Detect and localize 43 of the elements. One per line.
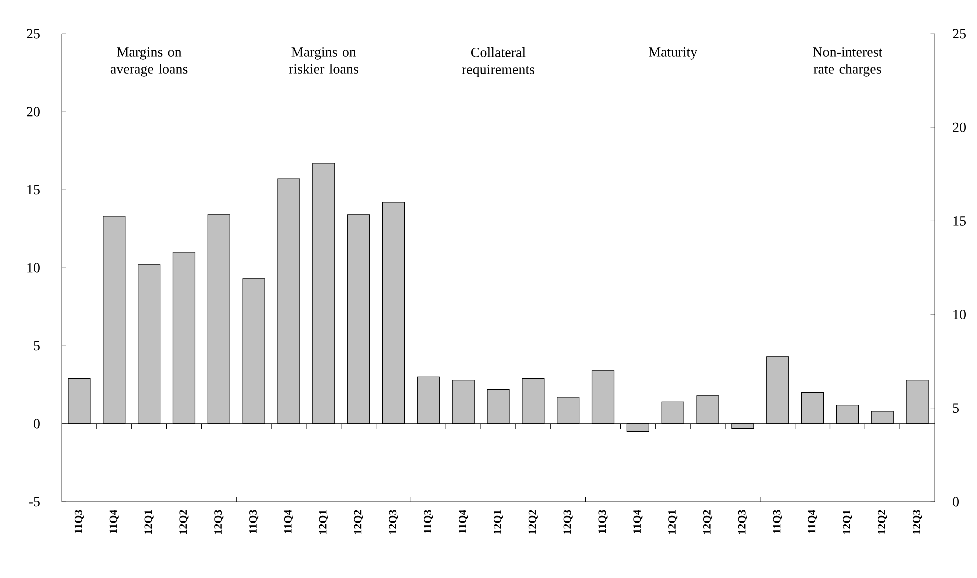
x-tick-label: 12Q2 [878, 510, 888, 534]
x-tick-label: 11Q4 [110, 510, 119, 534]
y-tick-label: 25 [27, 29, 40, 39]
x-tick-label: 11Q4 [459, 510, 468, 534]
annotation: Maturity [649, 48, 698, 60]
y2-tick-label: 5 [953, 404, 960, 414]
y-tick-label: 5 [34, 341, 40, 351]
annotation: Non-interest rate charges [813, 48, 883, 77]
x-tick-label: 11Q4 [808, 510, 818, 534]
y-tick-label: 0 [34, 419, 40, 429]
y2-tick-label: 20 [953, 122, 966, 132]
x-tick-label: 12Q1 [843, 510, 852, 534]
x-tick-label: 12Q2 [354, 510, 364, 534]
x-tick-label: 12Q2 [180, 510, 189, 534]
x-tick-label: 12Q3 [913, 510, 922, 534]
x-tick-label: 12Q1 [668, 510, 678, 534]
y-tick-label: 15 [28, 185, 40, 195]
x-tick-label: 12Q3 [738, 510, 748, 534]
y2-tick-label: 15 [954, 216, 966, 226]
annotation: Margins on average loans [110, 48, 188, 77]
y-tick-label: 20 [27, 107, 40, 117]
x-tick-label: 12Q3 [564, 510, 573, 534]
x-tick-label: 11Q3 [598, 510, 608, 534]
x-tick-label: 12Q1 [494, 510, 504, 534]
x-tick-label: 12Q3 [214, 510, 224, 534]
x-tick-label: 11Q3 [250, 510, 259, 534]
x-tick-label: 11Q4 [634, 510, 643, 534]
y2-tick-label: 0 [953, 497, 960, 507]
y-tick-label: 10 [28, 263, 40, 273]
x-tick-label: 12Q2 [528, 510, 538, 534]
y-tick-label: -5 [29, 497, 40, 507]
x-tick-label: 12Q1 [144, 510, 154, 534]
x-tick-label: 11Q3 [74, 510, 84, 534]
annotation: Collateral requirements [462, 48, 535, 78]
x-tick-label: 11Q3 [424, 510, 434, 534]
y2-tick-label: 10 [954, 310, 966, 320]
x-tick-label: 12Q3 [389, 510, 398, 534]
x-tick-label: 11Q4 [284, 510, 294, 534]
x-tick-label: 11Q3 [773, 510, 782, 534]
x-tick-label: 12Q1 [319, 510, 328, 534]
annotation: Margins on riskier loans [289, 48, 358, 74]
y2-tick-label: 25 [953, 29, 966, 39]
x-tick-label: 12Q2 [703, 510, 713, 534]
